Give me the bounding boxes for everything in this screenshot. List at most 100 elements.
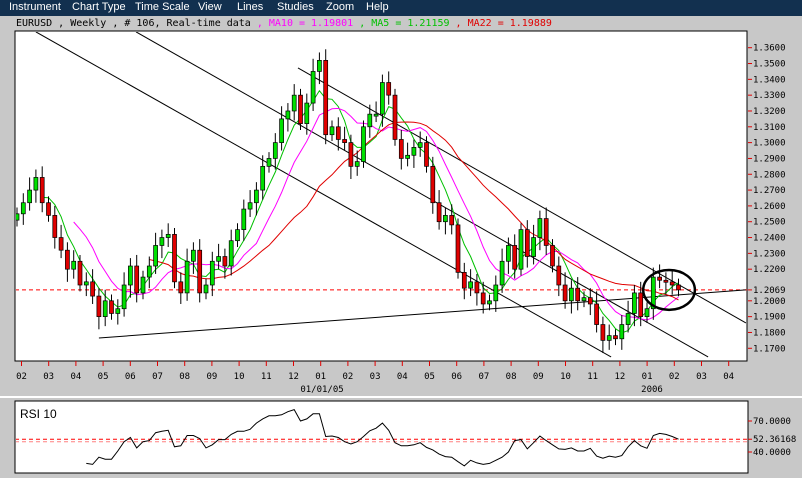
candle-body xyxy=(216,256,221,262)
ma22-value: MA22 = 1.19889 xyxy=(467,18,552,29)
candle xyxy=(197,239,203,303)
candle xyxy=(632,285,637,327)
candle xyxy=(172,228,177,289)
trendline xyxy=(35,32,612,358)
candle xyxy=(342,126,347,151)
menu-time-scale[interactable]: Time Scale xyxy=(135,1,190,13)
candle xyxy=(39,166,45,213)
x-tick-label: 07 xyxy=(478,372,489,382)
y-tick-label: 1.2900 xyxy=(753,154,786,164)
candle xyxy=(669,270,675,295)
menu-instrument[interactable]: Instrument xyxy=(9,1,61,13)
candle-body xyxy=(550,245,555,267)
y-tick-label: 1.3500 xyxy=(753,60,786,70)
candle-body xyxy=(323,60,329,136)
menu-zoom[interactable]: Zoom xyxy=(326,1,355,13)
x-tick-label: 04 xyxy=(723,372,734,382)
candle-body xyxy=(184,260,190,294)
candle xyxy=(550,239,555,273)
x-tick-label: 06 xyxy=(125,372,136,382)
separator: , xyxy=(52,18,71,29)
candle xyxy=(285,103,291,132)
bar-count: # 106 xyxy=(124,18,155,29)
price-chart-area[interactable] xyxy=(14,30,748,362)
candle-body xyxy=(531,237,536,257)
candle-body xyxy=(650,276,656,310)
y-tick-label: 1.2800 xyxy=(753,170,786,180)
candle xyxy=(386,71,392,105)
highlight-ellipse xyxy=(641,268,697,312)
candle xyxy=(424,136,429,173)
candle xyxy=(587,288,593,316)
candle-body xyxy=(109,300,114,314)
candle-body xyxy=(405,154,410,159)
candle-body xyxy=(65,249,70,270)
x-tick-label: 09 xyxy=(206,372,217,382)
candle xyxy=(46,196,51,222)
candle xyxy=(606,324,612,350)
candle xyxy=(33,169,39,203)
candle xyxy=(543,207,549,255)
menu-chart-type[interactable]: Chart Type xyxy=(72,1,126,13)
menu-view[interactable]: View xyxy=(198,1,222,13)
menu-help[interactable]: Help xyxy=(366,1,389,13)
y-tick-label: 1.2300 xyxy=(753,249,786,259)
y-tick-label: 1.2500 xyxy=(753,218,786,228)
candle xyxy=(121,272,127,317)
candle-body xyxy=(506,245,511,262)
rsi-panel[interactable] xyxy=(14,400,749,474)
x-tick-label: 11 xyxy=(587,372,598,382)
candle-body xyxy=(27,189,32,204)
candle-body xyxy=(209,260,215,286)
menu-studies[interactable]: Studies xyxy=(277,1,314,13)
candle xyxy=(298,88,303,130)
rsi-line xyxy=(86,408,679,467)
candle-body xyxy=(518,229,524,270)
candle xyxy=(380,74,385,127)
y-tick-label: 1.3000 xyxy=(753,139,786,149)
y-tick-label: 1.1900 xyxy=(753,313,786,323)
separator: , xyxy=(106,18,125,29)
x-tick-label: 08 xyxy=(179,372,190,382)
x-tick-label: 01 xyxy=(642,372,653,382)
x-tick-label: 11 xyxy=(261,372,272,382)
candle-body xyxy=(562,284,568,302)
candle xyxy=(430,156,436,214)
instrument-name: EURUSD xyxy=(16,18,53,29)
x-tick-label: 10 xyxy=(234,372,245,382)
rsi-y-tick-label: 40.0000 xyxy=(753,448,791,458)
candle-body xyxy=(197,249,203,294)
x-tick-label: 04 xyxy=(397,372,408,382)
candle xyxy=(506,237,511,274)
trendline xyxy=(98,289,746,339)
candle xyxy=(102,289,108,327)
candle xyxy=(140,270,146,300)
candle xyxy=(449,204,455,235)
candle-body xyxy=(335,126,341,140)
candle-body xyxy=(298,94,303,124)
candle-body xyxy=(128,265,133,286)
candle-body xyxy=(191,249,196,262)
candle-body xyxy=(165,234,171,238)
chart-info-bar: EURUSD , Weekly , # 106, Real-time data … xyxy=(16,18,552,29)
candle xyxy=(146,256,152,289)
candle-body xyxy=(159,237,165,246)
menu-lines[interactable]: Lines xyxy=(237,1,264,13)
candle-body xyxy=(134,265,140,294)
candle xyxy=(235,223,240,248)
candle-body xyxy=(46,202,51,216)
candle-body xyxy=(587,297,593,305)
candle-body xyxy=(304,102,310,124)
candle xyxy=(650,267,656,320)
ma5-value: MA5 = 1.21159 xyxy=(371,18,450,29)
candle xyxy=(644,302,650,323)
candle-body xyxy=(90,281,95,297)
trendline xyxy=(297,67,747,324)
moving-average-ma22 xyxy=(149,121,679,301)
candle-body xyxy=(228,240,234,267)
candle-body xyxy=(58,237,64,251)
candle-body xyxy=(638,292,644,317)
x-tick-label: 05 xyxy=(424,372,435,382)
candle-body xyxy=(594,303,599,325)
